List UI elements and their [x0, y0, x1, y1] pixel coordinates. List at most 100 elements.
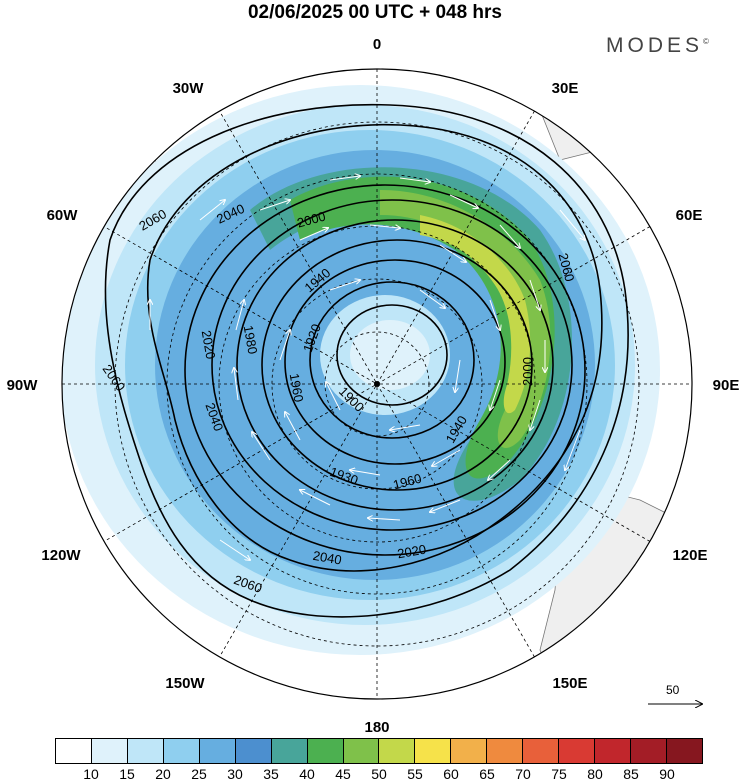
copyright-mark: ©	[703, 37, 709, 46]
wind-vector	[430, 499, 461, 512]
colorbar-swatch	[414, 739, 451, 763]
colorbar-tick-label: 30	[227, 766, 243, 782]
lon-label-150w: 150W	[165, 675, 205, 692]
wind-vector	[252, 432, 271, 461]
lon-label-30e: 30E	[552, 80, 579, 97]
contour-label: 1980	[241, 324, 261, 355]
colorbar-swatch	[234, 739, 271, 763]
colorbar-swatch	[342, 739, 379, 763]
colorbar-swatch	[56, 739, 91, 763]
brand-name: MODES	[606, 34, 704, 57]
contour-2040	[146, 123, 603, 572]
wind-vector	[285, 412, 301, 441]
map-disc: 2060 2040 2000 1980 1960 1940 1920 1900 …	[62, 69, 692, 699]
wind-vector	[390, 424, 421, 430]
north-pole-marker	[374, 381, 380, 387]
longitude-labels: 0 30E 60E 90E 120E 150E 180 150W 120W 90…	[7, 36, 740, 736]
colorbar-tick-label: 50	[371, 766, 387, 782]
wind-vector	[326, 382, 341, 411]
colorbar-tick-label: 85	[623, 766, 639, 782]
wind-speed-shading	[62, 85, 660, 655]
contour-2060	[104, 103, 629, 618]
wind-vector	[419, 289, 445, 308]
contour-label: 2020	[199, 329, 219, 360]
shade-45-50	[380, 190, 551, 449]
contour-1920	[309, 281, 475, 439]
wind-vector	[350, 470, 381, 476]
colorbar-tick-label: 40	[299, 766, 315, 782]
lon-label-90e: 90E	[713, 377, 740, 394]
contour-label: 2020	[396, 542, 427, 562]
lon-label-60e: 60E	[676, 207, 703, 224]
wind-vector	[259, 200, 290, 211]
colorbar-tick-label: 55	[407, 766, 423, 782]
wind-vector	[329, 280, 360, 291]
wind-vector	[499, 224, 520, 248]
wind-vector	[299, 228, 328, 241]
wind-vector	[300, 490, 331, 506]
contour-label: 2040	[312, 548, 343, 568]
shade-core-15	[350, 320, 430, 390]
colorbar-swatch	[126, 739, 163, 763]
lon-label-0: 0	[373, 36, 381, 53]
wind-vector	[565, 429, 581, 470]
wind-vector	[234, 368, 239, 401]
colorbar-swatch	[522, 739, 559, 763]
contour-1900	[336, 304, 448, 406]
colorbar	[55, 738, 703, 764]
colorbar-swatch	[665, 739, 702, 763]
wind-vector	[235, 300, 244, 331]
lon-label-60w: 60W	[47, 207, 79, 224]
contour-1980	[236, 219, 554, 511]
map-border	[61, 68, 693, 700]
page-title: 02/06/2025 00 UTC + 048 hrs	[247, 2, 503, 23]
colorbar-swatch	[630, 739, 666, 763]
colorbar-swatch	[450, 739, 487, 763]
wind-vector	[329, 176, 360, 181]
contour-2000	[211, 199, 573, 531]
wind-vector	[559, 209, 585, 240]
colorbar-tick-label: 15	[119, 766, 135, 782]
contour-label: 2000	[520, 357, 535, 386]
wind-vector	[455, 359, 461, 392]
contour-2020	[184, 184, 586, 556]
colorbar-swatch	[486, 739, 523, 763]
contour-label: 2060	[555, 251, 577, 283]
contour-label: 2000	[295, 209, 327, 231]
wind-vector	[219, 539, 250, 560]
contour-1940	[284, 259, 506, 465]
lon-label-90w: 90W	[7, 377, 39, 394]
colorbar-swatch	[306, 739, 343, 763]
colorbar-swatch	[378, 739, 415, 763]
wind-vector	[489, 299, 500, 330]
contour-1960	[261, 239, 533, 491]
wind-vector	[199, 200, 225, 221]
shade-50-55	[420, 215, 531, 414]
wind-vector	[369, 224, 400, 228]
colorbar-swatch	[198, 739, 235, 763]
wind-vector	[399, 177, 430, 182]
wind-vector	[432, 449, 461, 466]
colorbar-swatch	[162, 739, 199, 763]
colorbar-tick-label: 20	[155, 766, 171, 782]
colorbar-swatch	[270, 739, 307, 763]
colorbar-tick-label: 35	[263, 766, 279, 782]
wind-vector	[439, 244, 466, 262]
colorbar-tick-label: 75	[551, 766, 567, 782]
lon-label-120w: 120W	[41, 547, 81, 564]
wind-vector	[488, 459, 511, 480]
wind-vector	[530, 399, 541, 430]
colorbar-tick-label: 80	[587, 766, 603, 782]
colorbar-tick-label: 90	[659, 766, 675, 782]
wind-vector	[449, 194, 478, 208]
reference-vector-label: 50	[666, 683, 680, 697]
wind-vector	[529, 279, 540, 310]
colorbar-tick-label: 60	[443, 766, 459, 782]
wind-vector	[279, 330, 290, 361]
contour-label: 1960	[391, 471, 423, 493]
colorbar-tick-label: 10	[83, 766, 99, 782]
lon-label-150e: 150E	[552, 675, 587, 692]
colorbar-swatch	[90, 739, 127, 763]
colorbar-tick-label: 45	[335, 766, 351, 782]
